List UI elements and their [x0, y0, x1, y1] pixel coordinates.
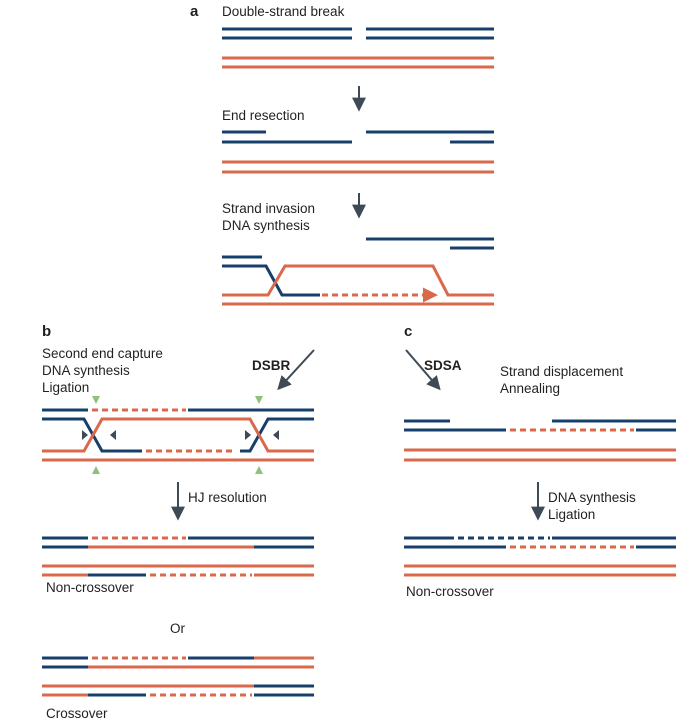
- arrow-dsbr: [277, 349, 315, 391]
- step-double-strand-break: Double-strand break: [222, 4, 345, 19]
- outcome-non-crossover-b: Non-crossover: [46, 580, 134, 595]
- panel-a: a Double-strand break End resection Stra…: [190, 3, 494, 306]
- panel-a-label: a: [190, 3, 199, 20]
- double-holliday-junction: [42, 396, 314, 474]
- step-dna-synthesis: DNA synthesis: [222, 218, 310, 233]
- dsb-duplexes: [222, 27, 494, 69]
- d-loop-structure: [222, 237, 494, 306]
- panel-c-label: c: [404, 323, 412, 340]
- panel-b: b Second end capture DNA synthesis Ligat…: [42, 323, 315, 721]
- dsbr-non-crossover-product: [42, 536, 314, 577]
- outcome-crossover: Crossover: [46, 706, 108, 721]
- step-strand-displacement: Strand displacement: [500, 364, 623, 379]
- step-b-ligation: Ligation: [42, 380, 89, 395]
- arrow-sdsa: [405, 349, 441, 391]
- panel-b-label: b: [42, 323, 51, 340]
- dsbr-crossover-product: [42, 656, 314, 697]
- step-hj-resolution: HJ resolution: [188, 490, 267, 505]
- dsbr-label: DSBR: [252, 358, 291, 373]
- resolution-markers: [82, 396, 279, 474]
- step-strand-invasion: Strand invasion: [222, 201, 315, 216]
- sdsa-annealed-intermediate: [404, 419, 676, 462]
- step-end-resection: End resection: [222, 108, 305, 123]
- or-label: Or: [170, 621, 186, 636]
- sdsa-non-crossover-product: [404, 536, 676, 577]
- outcome-non-crossover-c: Non-crossover: [406, 584, 494, 599]
- step-annealing: Annealing: [500, 381, 560, 396]
- resected-duplexes: [222, 130, 494, 174]
- step-b-dna-synthesis: DNA synthesis: [42, 363, 130, 378]
- sdsa-label: SDSA: [424, 358, 462, 373]
- step-second-end-capture: Second end capture: [42, 346, 163, 361]
- step-c-dna-synthesis: DNA synthesis: [548, 490, 636, 505]
- step-c-ligation: Ligation: [548, 507, 595, 522]
- panel-c: c SDSA Strand displacement Annealing DNA…: [404, 323, 676, 599]
